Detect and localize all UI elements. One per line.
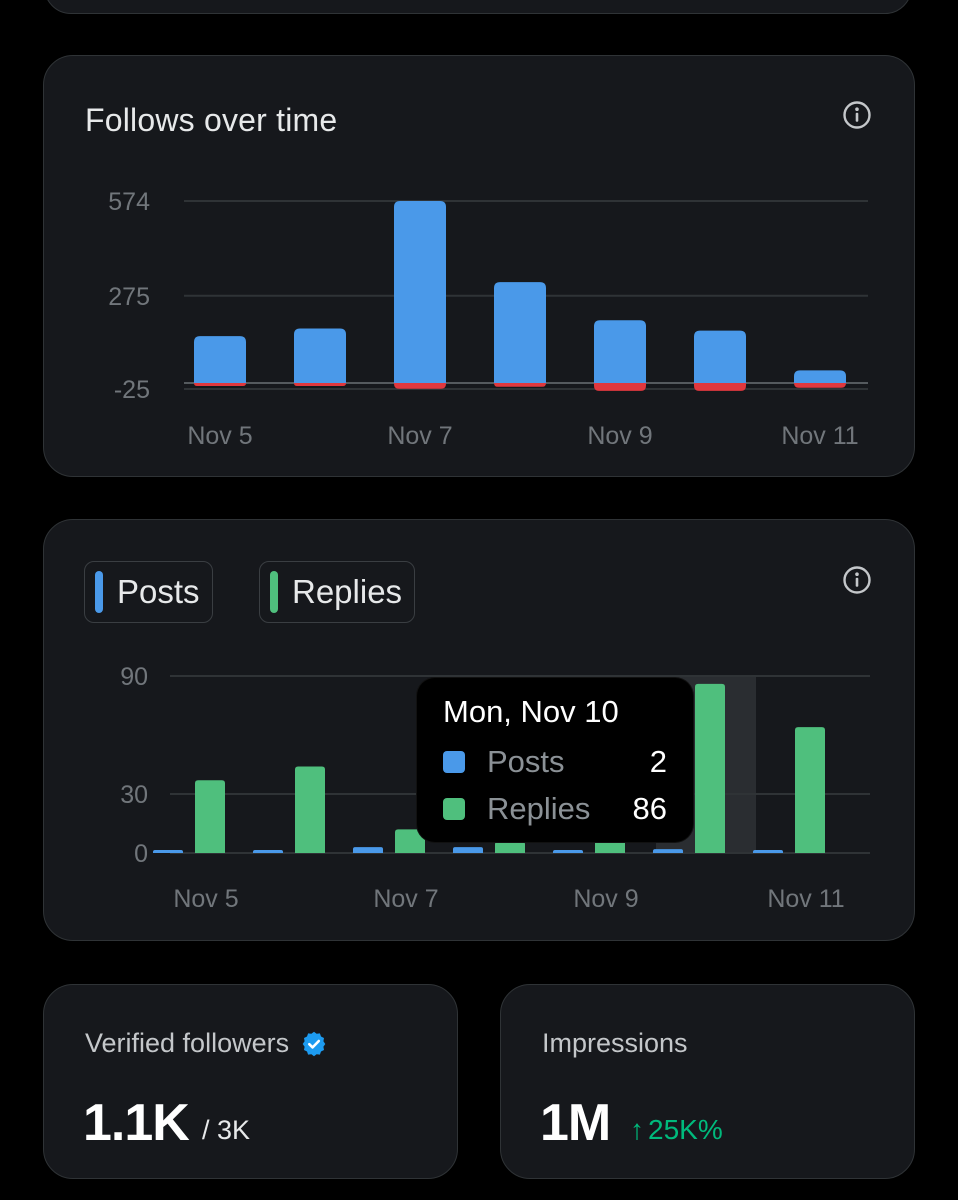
loss-bar <box>194 383 246 386</box>
replies-bar <box>495 841 525 853</box>
previous-card <box>44 0 912 14</box>
posts-bar <box>553 850 583 853</box>
tooltip-posts-value: 2 <box>649 743 667 779</box>
verified-followers-label: Verified followers <box>85 1028 290 1058</box>
legend-replies-chip[interactable]: Replies <box>259 561 416 623</box>
gain-bar <box>294 328 346 383</box>
loss-bar <box>594 383 646 391</box>
legend-posts-chip[interactable]: Posts <box>84 561 213 623</box>
replies-bar <box>295 766 325 853</box>
x-tick-label: Nov 9 <box>573 885 638 913</box>
arrow-up-icon: ↑ <box>630 1114 644 1145</box>
follows-over-time-card: Follows over time 574 275 -25 Nov 5 Nov 7 Nov… <box>43 55 915 477</box>
verified-followers-label-row: Verified followers <box>85 1028 327 1059</box>
impressions-label: Impressions <box>542 1028 688 1058</box>
verified-followers-card[interactable]: Verified followers 1.1K / 3K <box>43 984 458 1179</box>
impressions-value: 1M <box>540 1094 611 1152</box>
y-tick-label: 30 <box>120 781 148 809</box>
tooltip-date: Mon, Nov 10 <box>443 694 619 729</box>
legend-posts-label: Posts <box>117 573 200 610</box>
tooltip-posts-label: Posts <box>487 743 565 779</box>
tooltip-posts-swatch <box>443 750 465 773</box>
replies-bar <box>195 780 225 853</box>
y-tick-label: 574 <box>108 188 150 216</box>
gain-bar <box>494 282 546 383</box>
posts-replies-card: Posts Replies 90 30 0 Nov 5 Nov 7 Nov 9 Nov 11… <box>43 519 915 941</box>
posts-bar <box>353 847 383 853</box>
x-tick-label: Nov 11 <box>767 885 844 913</box>
x-tick-label: Nov 9 <box>587 422 652 450</box>
gain-bar <box>694 330 746 383</box>
gain-bar <box>394 201 446 383</box>
info-icon[interactable] <box>842 100 872 130</box>
loss-bar <box>694 383 746 391</box>
chart-tooltip: Mon, Nov 10 Posts 2 Replies 86 <box>417 678 693 842</box>
impressions-card[interactable]: Impressions 1M ↑ 25K% <box>500 984 915 1179</box>
y-tick-label: 90 <box>120 663 148 691</box>
verified-followers-total: / 3K <box>202 1115 251 1145</box>
x-tick-label: Nov 11 <box>781 422 858 450</box>
verified-followers-value: 1.1K <box>83 1094 190 1152</box>
gain-bar <box>794 370 846 383</box>
tooltip-row-posts: Posts 2 <box>443 738 667 785</box>
verified-badge-icon <box>302 1031 326 1056</box>
loss-bar <box>794 383 846 388</box>
posts-bar <box>653 849 683 853</box>
tooltip-replies-swatch <box>443 797 465 820</box>
x-tick-label: Nov 5 <box>173 885 238 913</box>
impressions-change: ↑ 25K% <box>630 1114 723 1146</box>
impressions-change-value: 25K% <box>648 1114 723 1145</box>
loss-bar <box>494 383 546 387</box>
posts-bar <box>753 850 783 853</box>
posts-bar <box>253 850 283 853</box>
info-icon[interactable] <box>842 565 872 595</box>
y-tick-label: 275 <box>108 283 150 311</box>
tooltip-replies-label: Replies <box>487 790 591 826</box>
follows-card-title: Follows over time <box>85 102 338 138</box>
loss-bar <box>394 383 446 389</box>
x-tick-label: Nov 7 <box>373 885 438 913</box>
gain-bar <box>594 320 646 383</box>
y-tick-label: 0 <box>134 840 148 868</box>
x-tick-label: Nov 7 <box>387 422 452 450</box>
posts-bar <box>153 850 183 853</box>
y-tick-label: -25 <box>114 376 150 404</box>
loss-bar <box>294 383 346 386</box>
follows-chart: 574 275 -25 Nov 5 Nov 7 Nov 9 Nov 11 <box>108 188 868 450</box>
replies-swatch <box>270 571 278 613</box>
replies-bar <box>395 829 425 853</box>
x-tick-label: Nov 5 <box>187 422 252 450</box>
tooltip-row-replies: Replies 86 <box>443 785 667 832</box>
posts-swatch <box>95 571 103 613</box>
posts-bar <box>453 847 483 853</box>
legend-replies-label: Replies <box>292 573 403 610</box>
replies-bar <box>695 683 725 853</box>
replies-bar <box>795 727 825 853</box>
gain-bar <box>194 336 246 383</box>
tooltip-replies-value: 86 <box>632 790 667 826</box>
